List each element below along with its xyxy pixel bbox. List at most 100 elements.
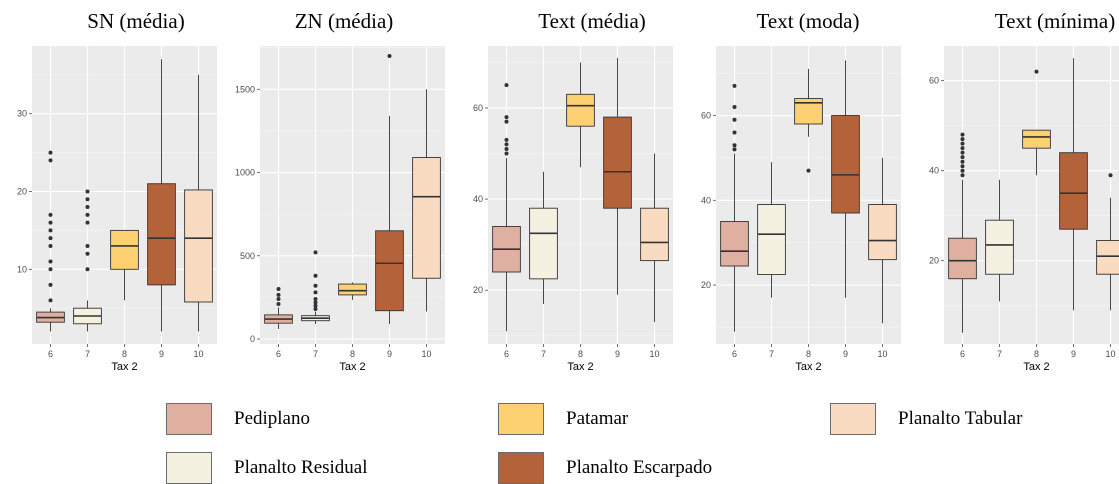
y-tick-label: 1500 bbox=[235, 84, 255, 94]
y-tick-label: 10 bbox=[17, 264, 27, 274]
x-tick-label: 6 bbox=[960, 349, 965, 359]
x-axis-label: Tax 2 bbox=[1023, 361, 1049, 373]
box-6 bbox=[492, 83, 521, 332]
box-body bbox=[1022, 129, 1051, 149]
outlier-point bbox=[504, 151, 509, 156]
box-body bbox=[868, 204, 897, 261]
outlier-point bbox=[960, 132, 965, 137]
panel-title: ZN (média) bbox=[295, 9, 394, 33]
x-tick-label: 9 bbox=[1071, 349, 1076, 359]
outlier-point bbox=[960, 159, 965, 164]
box-body bbox=[110, 229, 139, 270]
outlier-point bbox=[504, 142, 509, 147]
x-axis-label: Tax 2 bbox=[567, 361, 593, 373]
box-8 bbox=[338, 282, 367, 300]
x-tick-label: 9 bbox=[843, 349, 848, 359]
x-tick-label: 8 bbox=[350, 349, 355, 359]
x-tick-label: 10 bbox=[421, 349, 431, 359]
y-tick-label: 40 bbox=[701, 195, 711, 205]
outlier-point bbox=[732, 117, 737, 122]
x-axis-label: Tax 2 bbox=[795, 361, 821, 373]
x-axis-label: Tax 2 bbox=[111, 361, 137, 373]
box-6 bbox=[264, 287, 293, 330]
outlier-point bbox=[48, 228, 53, 233]
outlier-point bbox=[504, 137, 509, 142]
outlier-point bbox=[960, 137, 965, 142]
outlier-point bbox=[48, 298, 53, 303]
panel-title: SN (média) bbox=[87, 9, 184, 33]
y-tick-label: 20 bbox=[473, 285, 483, 295]
outlier-point bbox=[48, 220, 53, 225]
x-tick-label: 7 bbox=[85, 349, 90, 359]
outlier-point bbox=[960, 146, 965, 151]
x-tick-label: 10 bbox=[649, 349, 659, 359]
outlier-point bbox=[48, 259, 53, 264]
outlier-point bbox=[276, 287, 281, 292]
box-8 bbox=[566, 62, 595, 168]
y-tick-label: 20 bbox=[17, 186, 27, 196]
outlier-point bbox=[313, 300, 318, 305]
outlier-point bbox=[387, 53, 392, 58]
box-body bbox=[147, 183, 176, 286]
outlier-point bbox=[504, 115, 509, 120]
box-9 bbox=[375, 53, 404, 325]
x-tick-label: 8 bbox=[122, 349, 127, 359]
box-9 bbox=[147, 59, 176, 332]
box-7 bbox=[301, 250, 330, 325]
x-tick-label: 7 bbox=[769, 349, 774, 359]
outlier-point bbox=[313, 250, 318, 255]
x-tick-label: 8 bbox=[1034, 349, 1039, 359]
outlier-point bbox=[48, 243, 53, 248]
outlier-point bbox=[732, 105, 737, 110]
x-tick-label: 6 bbox=[276, 349, 281, 359]
outlier-point bbox=[85, 251, 90, 256]
box-body bbox=[529, 207, 558, 280]
y-tick-label: 30 bbox=[17, 109, 27, 119]
box-7 bbox=[985, 179, 1014, 302]
outlier-point bbox=[313, 303, 318, 308]
x-tick-label: 10 bbox=[193, 349, 203, 359]
box-8 bbox=[794, 68, 823, 173]
box-body bbox=[1096, 240, 1119, 275]
outlier-point bbox=[85, 205, 90, 210]
outlier-point bbox=[313, 290, 318, 295]
box-body bbox=[1059, 152, 1088, 230]
outlier-point bbox=[85, 197, 90, 202]
outlier-point bbox=[1034, 69, 1039, 74]
outlier-point bbox=[313, 283, 318, 288]
y-tick-label: 0 bbox=[250, 334, 255, 344]
panel-5: Text (mínima) 20 40 60 6 7 8 9 10 Tax 2 bbox=[929, 9, 1119, 373]
outlier-point bbox=[313, 307, 318, 312]
panel-2: ZN (média) 0 500 1000 1500 6 7 8 9 10 Tax 2 bbox=[235, 9, 445, 373]
box-body bbox=[640, 207, 669, 262]
y-tick-label: 500 bbox=[240, 251, 255, 261]
x-tick-label: 9 bbox=[387, 349, 392, 359]
box-6 bbox=[36, 150, 65, 332]
panel-title: Text (moda) bbox=[757, 9, 860, 33]
x-tick-label: 7 bbox=[313, 349, 318, 359]
box-9 bbox=[603, 57, 632, 295]
panel-3: Text (média) 20 40 60 6 7 8 9 10 Tax 2 bbox=[473, 9, 673, 373]
box-6 bbox=[948, 132, 977, 333]
x-tick-label: 10 bbox=[877, 349, 887, 359]
outlier-point bbox=[48, 158, 53, 163]
outlier-point bbox=[276, 297, 281, 302]
outlier-point bbox=[48, 267, 53, 272]
box-7 bbox=[529, 171, 558, 304]
box-9 bbox=[1059, 58, 1088, 311]
box-body bbox=[720, 221, 749, 267]
x-tick-label: 6 bbox=[504, 349, 509, 359]
y-tick-label: 40 bbox=[473, 194, 483, 204]
outlier-point bbox=[48, 282, 53, 287]
y-tick-label: 60 bbox=[473, 103, 483, 113]
box-body bbox=[338, 283, 367, 296]
outlier-point bbox=[85, 212, 90, 217]
outlier-point bbox=[504, 146, 509, 151]
outlier-point bbox=[960, 168, 965, 173]
outlier-point bbox=[732, 147, 737, 152]
outlier-point bbox=[732, 143, 737, 148]
box-8 bbox=[1022, 69, 1051, 176]
box-body bbox=[603, 116, 632, 209]
outlier-point bbox=[85, 243, 90, 248]
